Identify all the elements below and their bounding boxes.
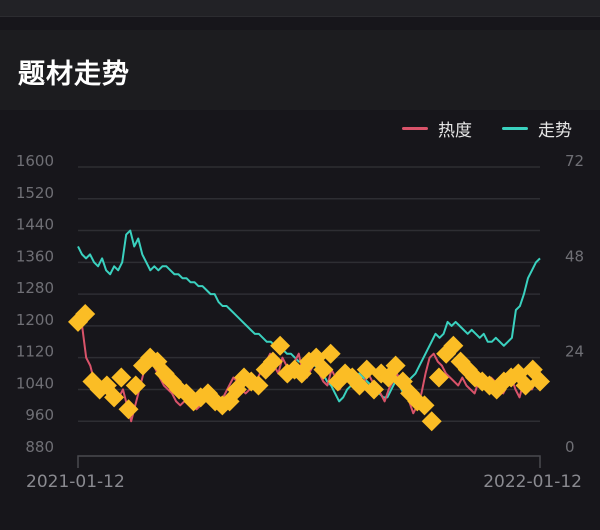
y-axis-left-labels: 1600 1520 1440 1360 1280 1200 1120 1040 960 880 <box>16 152 54 456</box>
y-right-tick: 72 <box>565 152 584 170</box>
diamond-marker-icon <box>118 399 139 420</box>
y-left-tick: 1280 <box>16 279 54 297</box>
chart-legend: 热度 走势 <box>402 116 572 141</box>
trend-line-swatch-icon <box>502 127 528 130</box>
diamond-marker-icon <box>443 335 464 356</box>
x-axis: 2021-01-12 2022-01-12 <box>26 455 582 492</box>
top-bar <box>0 0 600 17</box>
diamond-marker-icon <box>530 371 550 392</box>
diamond-marker-icon <box>248 375 269 396</box>
diamond-marker-icon <box>75 303 96 324</box>
legend-label-heat: 热度 <box>438 121 472 141</box>
x-tick-start: 2021-01-12 <box>26 472 125 492</box>
y-left-tick: 1360 <box>16 247 54 265</box>
heat-line-swatch-icon <box>402 127 428 130</box>
diamond-marker-icon <box>313 359 334 380</box>
diamond-marker-icon <box>515 375 536 396</box>
diamond-marker-icon <box>385 355 406 376</box>
diamond-marker-icon <box>421 411 442 432</box>
page-title: 题材走势 <box>18 59 130 90</box>
diamond-marker-icon <box>363 379 384 400</box>
y-left-tick: 1120 <box>16 343 54 361</box>
diamond-marker-icon <box>349 375 370 396</box>
legend-item-heat[interactable]: 热度 <box>402 116 472 141</box>
diamond-marker-icon <box>356 359 377 380</box>
x-tick-end: 2022-01-12 <box>483 472 582 492</box>
y-left-tick: 880 <box>25 438 54 456</box>
diamond-marker-icon <box>262 351 283 372</box>
diamond-marker-icon <box>125 375 146 396</box>
heat-diamond-markers <box>68 303 550 432</box>
y-left-tick: 1440 <box>16 216 54 234</box>
y-left-tick: 1520 <box>16 184 54 202</box>
diamond-marker-icon <box>414 395 435 416</box>
y-left-tick: 1600 <box>16 152 54 170</box>
y-left-tick: 1040 <box>16 374 54 392</box>
y-axis-right-labels: 72 48 24 0 <box>565 152 584 456</box>
header-panel <box>0 30 600 110</box>
y-right-tick: 24 <box>565 343 584 361</box>
legend-label-trend: 走势 <box>538 121 572 141</box>
y-left-tick: 960 <box>25 406 54 424</box>
diamond-marker-icon <box>111 367 132 388</box>
y-right-tick: 0 <box>565 438 575 456</box>
legend-item-trend[interactable]: 走势 <box>502 116 572 141</box>
y-left-tick: 1200 <box>16 311 54 329</box>
diamond-marker-icon <box>104 387 125 408</box>
diamond-marker-icon <box>320 343 341 364</box>
diamond-marker-icon <box>270 335 291 356</box>
diamond-marker-icon <box>428 367 449 388</box>
y-right-tick: 48 <box>565 247 584 265</box>
